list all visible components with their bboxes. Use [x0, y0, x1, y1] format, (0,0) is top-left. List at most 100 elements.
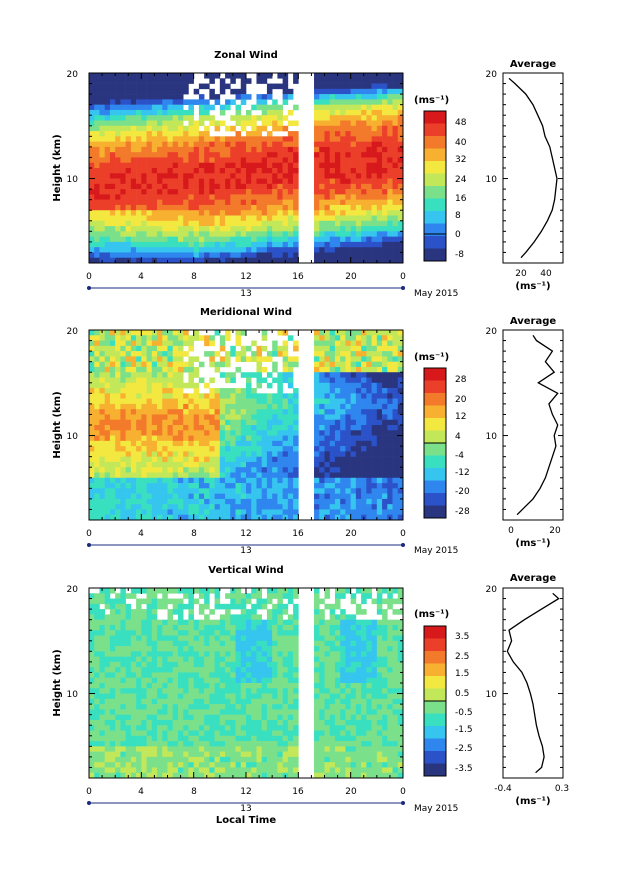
heatmap-cell: [188, 372, 194, 378]
heatmap-cell: [287, 488, 294, 494]
heatmap-cell: [350, 241, 357, 248]
heatmap-cell: [89, 335, 95, 341]
heatmap-cell: [167, 493, 174, 500]
heatmap-cell: [198, 204, 205, 211]
heatmap-cell: [366, 120, 372, 127]
heatmap-cell: [225, 241, 231, 248]
heatmap-cell: [115, 467, 121, 473]
heatmap-cell: [125, 619, 132, 626]
heatmap-cell: [198, 231, 205, 237]
heatmap-cell: [151, 173, 158, 179]
heatmap-cell: [157, 109, 163, 116]
heatmap-cell: [314, 73, 320, 79]
heatmap-cell: [151, 698, 158, 705]
colorbar-swatch: [424, 173, 446, 187]
heatmap-cell: [355, 345, 362, 352]
heatmap-cell: [130, 231, 137, 237]
heatmap-cell: [89, 714, 95, 721]
heatmap-cell: [188, 730, 194, 737]
colorbar-tick: 24: [455, 175, 467, 185]
heatmap-cell: [193, 672, 200, 679]
heatmap-cell: [89, 330, 95, 336]
heatmap-cell: [350, 226, 357, 232]
heatmap-cell: [366, 472, 372, 479]
heatmap-cell: [225, 477, 231, 484]
heatmap-cell: [366, 488, 372, 494]
heatmap-cell: [162, 231, 168, 237]
heatmap-cell: [104, 409, 111, 415]
heatmap-cell: [130, 388, 137, 394]
heatmap-cell: [282, 498, 289, 505]
heatmap-cell: [382, 204, 388, 211]
heatmap-cell: [251, 388, 257, 394]
heatmap-cell: [130, 393, 137, 399]
heatmap-cell: [387, 388, 393, 394]
heatmap-cell: [204, 183, 210, 190]
heatmap-cell: [130, 656, 137, 663]
heatmap-cell: [89, 183, 95, 190]
heatmap-cell: [193, 688, 200, 694]
heatmap-cell: [209, 173, 215, 179]
heatmap-cell: [334, 461, 341, 468]
heatmap-cell: [355, 162, 362, 169]
heatmap-cell: [319, 398, 325, 405]
heatmap-cell: [376, 204, 383, 211]
heatmap-cell: [355, 446, 362, 452]
heatmap-cell: [355, 252, 362, 259]
heatmap-cell: [167, 409, 174, 415]
heatmap-cell: [355, 152, 362, 158]
heatmap-cell: [146, 73, 153, 79]
heatmap-cell: [371, 483, 378, 489]
heatmap-cell: [136, 335, 142, 341]
heatmap-cell: [329, 472, 336, 479]
heatmap-cell: [146, 588, 153, 594]
heatmap-cell: [266, 146, 273, 153]
heatmap-cell: [157, 435, 163, 442]
heatmap-cell: [109, 730, 116, 737]
heatmap-cell: [387, 199, 393, 206]
heatmap-cell: [130, 725, 137, 731]
heatmap-cell: [193, 99, 200, 105]
heatmap-cell: [355, 236, 362, 243]
heatmap-cell: [340, 252, 346, 259]
heatmap-cell: [157, 646, 163, 652]
heatmap-cell: [193, 414, 200, 421]
heatmap-cell: [188, 335, 194, 341]
heatmap-cell: [355, 115, 362, 121]
heatmap-cell: [282, 252, 289, 259]
heatmap-cell: [198, 719, 205, 726]
heatmap-cell: [151, 509, 158, 516]
heatmap-cell: [293, 226, 299, 232]
heatmap-cell: [188, 152, 194, 158]
heatmap-cell: [345, 189, 351, 195]
heatmap-cell: [188, 440, 194, 447]
heatmap-cell: [130, 361, 137, 368]
heatmap-cell: [183, 451, 189, 457]
heatmap-cell: [167, 194, 174, 200]
heatmap-cell: [355, 456, 362, 463]
heatmap-cell: [230, 157, 236, 164]
heatmap-cell: [141, 83, 147, 90]
heatmap-cell: [282, 451, 289, 457]
heatmap-cell: [188, 640, 194, 647]
heatmap-cell: [89, 488, 95, 494]
heatmap-cell: [324, 345, 331, 352]
heatmap-cell: [136, 488, 142, 494]
heatmap-cell: [209, 504, 215, 510]
heatmap-cell: [89, 178, 95, 185]
heatmap-cell: [382, 461, 388, 468]
heatmap-cell: [151, 377, 158, 384]
heatmap-cell: [120, 430, 126, 436]
heatmap-cell: [183, 83, 189, 90]
heatmap-cell: [188, 252, 194, 259]
heatmap-cell: [172, 756, 179, 763]
heatmap-cell: [146, 247, 153, 253]
heatmap-cell: [340, 477, 346, 484]
heatmap-cell: [230, 215, 236, 222]
heatmap-cell: [130, 614, 137, 620]
heatmap-cell: [104, 330, 111, 336]
heatmap-cell: [120, 330, 126, 336]
heatmap-cell: [167, 356, 174, 362]
heatmap-cell: [256, 199, 262, 206]
heatmap-cell: [183, 446, 189, 452]
